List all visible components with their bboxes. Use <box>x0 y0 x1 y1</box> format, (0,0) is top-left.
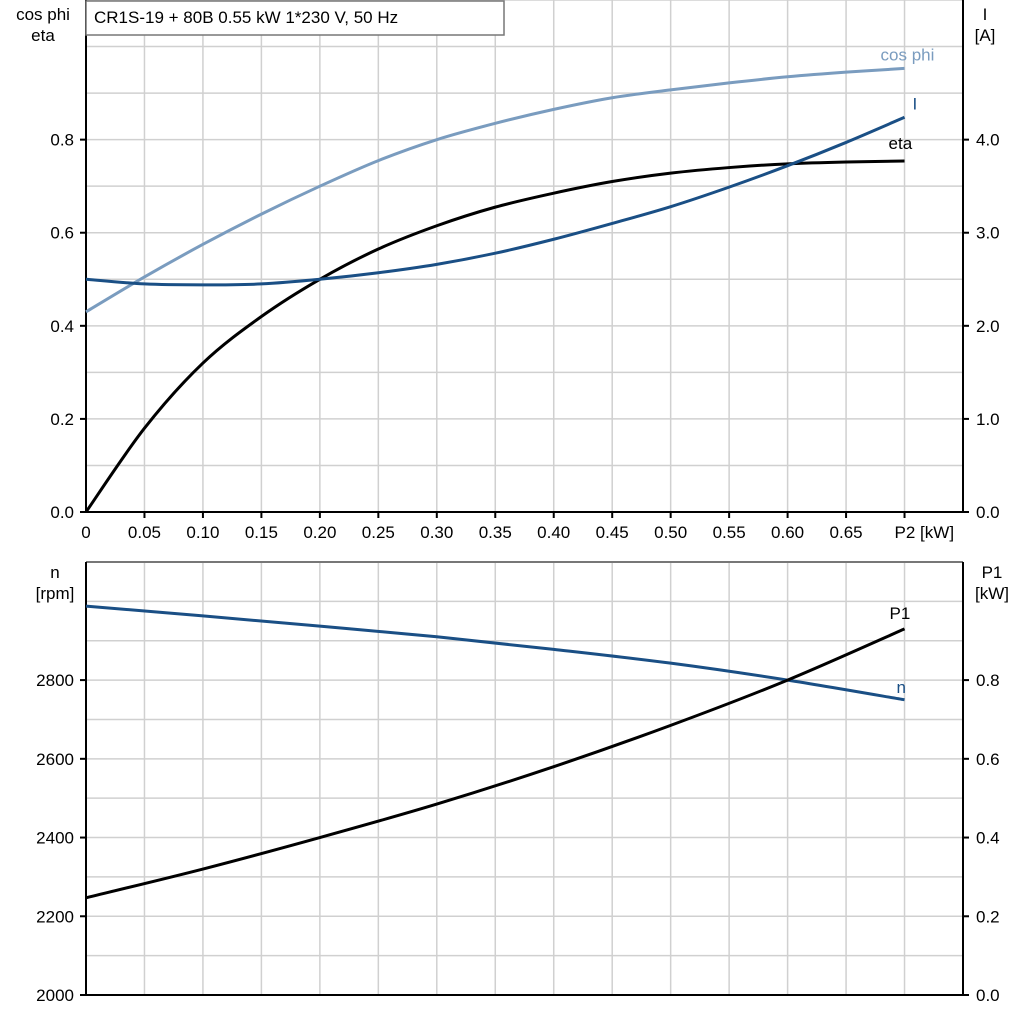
title-box <box>85 0 505 36</box>
series-label: I <box>913 94 918 113</box>
x-tick-label: 0.45 <box>596 523 629 542</box>
y-right-axis-label: I <box>983 5 988 24</box>
y-right-tick-label: 0.6 <box>976 750 1000 769</box>
x-tick-label: 0.10 <box>186 523 219 542</box>
y-left-tick-label: 0.8 <box>50 131 74 150</box>
x-axis-label: P2 [kW] <box>895 523 955 542</box>
x-tick-label: 0.65 <box>830 523 863 542</box>
x-tick-label: 0.20 <box>303 523 336 542</box>
y-right-tick-label: 3.0 <box>976 224 1000 243</box>
series-label: n <box>897 678 906 697</box>
y-left-tick-label: 2600 <box>36 750 74 769</box>
y-right-tick-label: 2.0 <box>976 317 1000 336</box>
x-tick-label: 0.50 <box>654 523 687 542</box>
y-left-axis-label: n <box>50 563 59 582</box>
y-right-tick-label: 4.0 <box>976 131 1000 150</box>
series-line-n <box>85 604 905 702</box>
series-line-cos-phi <box>85 66 905 314</box>
y-left-axis-label: cos phi <box>16 5 70 24</box>
y-left-axis-label: eta <box>31 26 55 45</box>
series-label: cos phi <box>881 45 935 64</box>
x-tick-label: 0.25 <box>362 523 395 542</box>
x-tick-label: 0.05 <box>128 523 161 542</box>
x-tick-label: 0.15 <box>245 523 278 542</box>
y-left-tick-label: 0.6 <box>50 224 74 243</box>
y-left-tick-label: 2200 <box>36 907 74 926</box>
x-tick-label: 0 <box>81 523 90 542</box>
x-tick-label: 0.35 <box>479 523 512 542</box>
y-left-tick-label: 0.4 <box>50 317 74 336</box>
x-tick-label: 0.55 <box>713 523 746 542</box>
series-label: P1 <box>890 604 911 623</box>
y-right-tick-label: 0.0 <box>976 503 1000 522</box>
series-line-i <box>85 115 906 287</box>
series-line-p1 <box>85 627 906 900</box>
y-right-tick-label: 0.0 <box>976 986 1000 1005</box>
y-right-axis-label: P1 <box>982 563 1003 582</box>
y-left-tick-label: 2800 <box>36 671 74 690</box>
y-right-axis-label: [kW] <box>975 584 1009 603</box>
y-right-tick-label: 0.8 <box>976 671 1000 690</box>
y-right-tick-label: 0.4 <box>976 829 1000 848</box>
chart-title: CR1S-19 + 80B 0.55 kW 1*230 V, 50 Hz <box>94 8 398 27</box>
series-label: eta <box>889 134 913 153</box>
y-right-tick-label: 1.0 <box>976 410 1000 429</box>
y-left-tick-label: 0.0 <box>50 503 74 522</box>
y-left-axis-label: [rpm] <box>36 584 75 603</box>
y-left-tick-label: 0.2 <box>50 410 74 429</box>
x-tick-label: 0.30 <box>420 523 453 542</box>
y-right-tick-label: 0.2 <box>976 907 1000 926</box>
x-tick-label: 0.40 <box>537 523 570 542</box>
y-left-tick-label: 2000 <box>36 986 74 1005</box>
y-left-tick-label: 2400 <box>36 829 74 848</box>
x-tick-label: 0.60 <box>771 523 804 542</box>
series-line-eta <box>84 159 905 513</box>
y-right-axis-label: [A] <box>975 26 996 45</box>
